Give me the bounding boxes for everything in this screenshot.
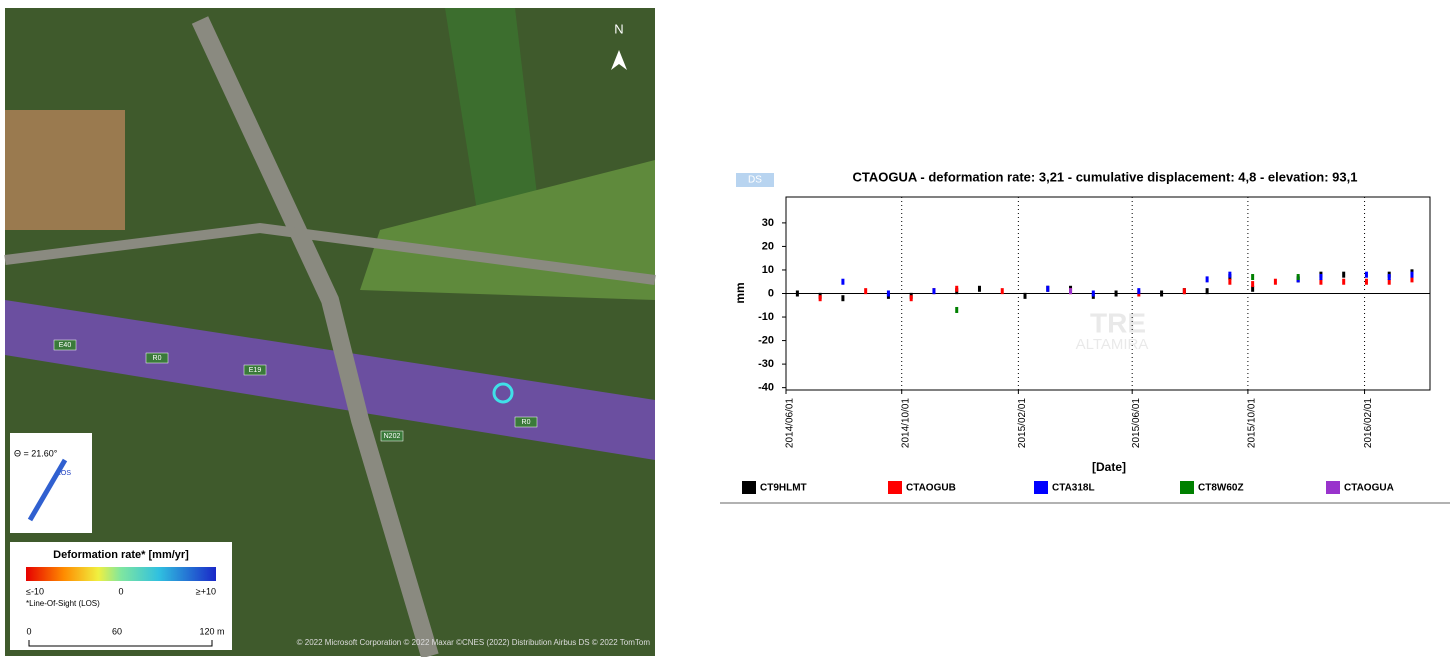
point xyxy=(1388,274,1391,280)
point xyxy=(1092,291,1095,297)
figure: N E40R0E19N202R0 Θ = 21.60° LOS Deformat… xyxy=(0,0,1456,657)
scale-mid: 0 xyxy=(118,586,123,596)
y-tick-label: 30 xyxy=(762,217,774,229)
page: N E40R0E19N202R0 Θ = 21.60° LOS Deformat… xyxy=(0,0,1456,657)
x-tick-label: 2014/06/01 xyxy=(785,398,796,448)
y-tick-label: 10 xyxy=(762,264,774,276)
y-tick-label: 20 xyxy=(762,240,774,252)
distance-label: 0 xyxy=(26,626,31,636)
distance-label: 60 xyxy=(112,626,122,636)
north: N xyxy=(614,21,623,36)
scale-max: ≥+10 xyxy=(196,586,216,596)
point xyxy=(796,291,799,297)
road-label: R0 xyxy=(522,419,531,426)
point xyxy=(978,286,981,292)
point xyxy=(1365,272,1368,278)
point xyxy=(1319,274,1322,280)
point xyxy=(841,295,844,301)
point xyxy=(955,307,958,313)
point xyxy=(1046,286,1049,292)
distance-label: 120 m xyxy=(199,626,224,636)
legend-label: CTAOGUA xyxy=(1344,483,1394,494)
point xyxy=(910,295,913,301)
point xyxy=(1115,291,1118,297)
legend-swatch xyxy=(742,481,756,494)
legend-label: CT8W60Z xyxy=(1198,483,1244,494)
chart-title: CTAOGUA - deformation rate: 3,21 - cumul… xyxy=(853,169,1358,184)
road-label: E40 xyxy=(59,342,72,349)
legend-swatch xyxy=(1034,481,1048,494)
legend-title: Deformation rate* [mm/yr] xyxy=(53,549,189,561)
point xyxy=(1206,276,1209,282)
footnote: *Line-Of-Sight (LOS) xyxy=(26,599,100,608)
x-tick-label: 2015/10/01 xyxy=(1247,398,1258,448)
point xyxy=(1001,288,1004,294)
legend-swatch xyxy=(1180,481,1194,494)
x-axis-title: [Date] xyxy=(1092,460,1126,474)
point xyxy=(887,291,890,297)
point xyxy=(1365,279,1368,285)
watermark-text: TRE xyxy=(1090,307,1146,338)
incidence-angle: Θ = 21.60° xyxy=(14,448,58,458)
legend-label: CTAOGUB xyxy=(906,483,956,494)
y-tick-label: -40 xyxy=(758,382,774,394)
point xyxy=(841,279,844,285)
point xyxy=(1251,281,1254,287)
badge: DS xyxy=(748,175,762,186)
point xyxy=(1274,279,1277,285)
x-tick-label: 2015/02/01 xyxy=(1017,398,1028,448)
point xyxy=(1137,288,1140,294)
x-tick-label: 2014/10/01 xyxy=(900,398,911,448)
watermark: TRE ALTAMIRA xyxy=(1076,307,1149,353)
legend-label: CT9HLMT xyxy=(760,483,807,494)
point xyxy=(1228,272,1231,278)
point xyxy=(1069,288,1072,294)
road-label: E19 xyxy=(249,367,262,374)
point xyxy=(1297,274,1300,280)
road-label: N202 xyxy=(384,433,401,440)
point xyxy=(1024,293,1027,299)
watermark-text: ALTAMIRA xyxy=(1076,336,1149,353)
point xyxy=(1160,291,1163,297)
point xyxy=(1251,274,1254,280)
point xyxy=(1206,288,1209,294)
legend-swatch xyxy=(1326,481,1340,494)
road-label: R0 xyxy=(153,355,162,362)
attribution: © 2022 Microsoft Corporation © 2022 Maxa… xyxy=(297,638,651,647)
legend-label: CTA318L xyxy=(1052,483,1095,494)
y-axis-title: mm xyxy=(733,282,747,303)
point xyxy=(1228,279,1231,285)
point xyxy=(819,295,822,301)
y-tick-label: -30 xyxy=(758,358,774,370)
y-tick-label: -20 xyxy=(758,334,774,346)
point xyxy=(1410,272,1413,278)
point xyxy=(1342,272,1345,278)
y-tick-label: 0 xyxy=(768,287,774,299)
point xyxy=(1342,279,1345,285)
y-tick-label: -10 xyxy=(758,311,774,323)
scale-min: ≤-10 xyxy=(26,586,44,596)
point xyxy=(932,288,935,294)
x-tick-label: 2015/06/01 xyxy=(1131,398,1142,448)
point xyxy=(1183,288,1186,294)
point xyxy=(864,288,867,294)
x-tick-label: 2016/02/01 xyxy=(1363,398,1374,448)
legend-swatch xyxy=(888,481,902,494)
point xyxy=(955,286,958,292)
